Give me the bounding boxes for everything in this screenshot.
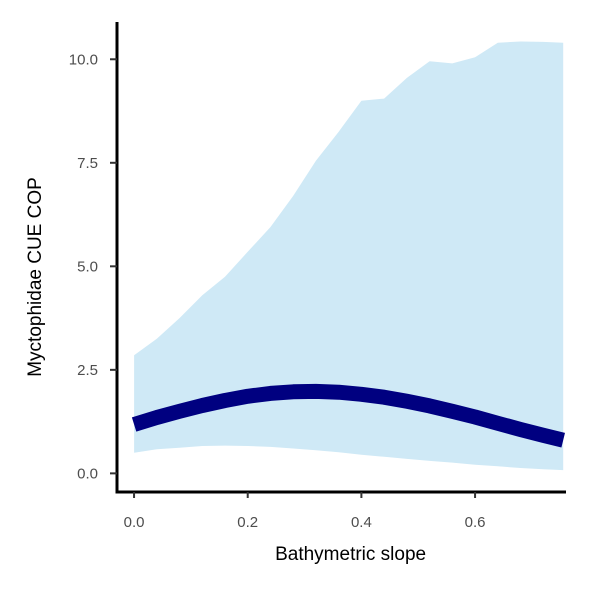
y-tick-label: 0.0	[77, 465, 98, 482]
axes-layer	[115, 22, 566, 494]
y-ticks: 0.0 2.5 5.0 7.5 10.0	[69, 51, 117, 482]
x-tick-label: 0.0	[124, 514, 145, 531]
x-tick-label: 0.4	[351, 514, 372, 531]
y-tick-label: 7.5	[77, 155, 98, 172]
fit-line	[131, 383, 565, 448]
y-tick-label: 5.0	[77, 258, 98, 275]
y-tick-label: 2.5	[77, 362, 98, 379]
y-tick-label: 10.0	[69, 51, 98, 68]
x-axis-title: Bathymetric slope	[275, 544, 426, 565]
x-ticks: 0.0 0.2 0.4 0.6	[124, 492, 486, 531]
x-tick-label: 0.6	[465, 514, 486, 531]
x-tick-label: 0.2	[237, 514, 258, 531]
y-axis-title: Myctophidae CUE COP	[25, 177, 46, 377]
line-layer	[131, 383, 565, 448]
confidence-ribbon	[134, 41, 564, 471]
ribbon-layer	[134, 41, 564, 471]
